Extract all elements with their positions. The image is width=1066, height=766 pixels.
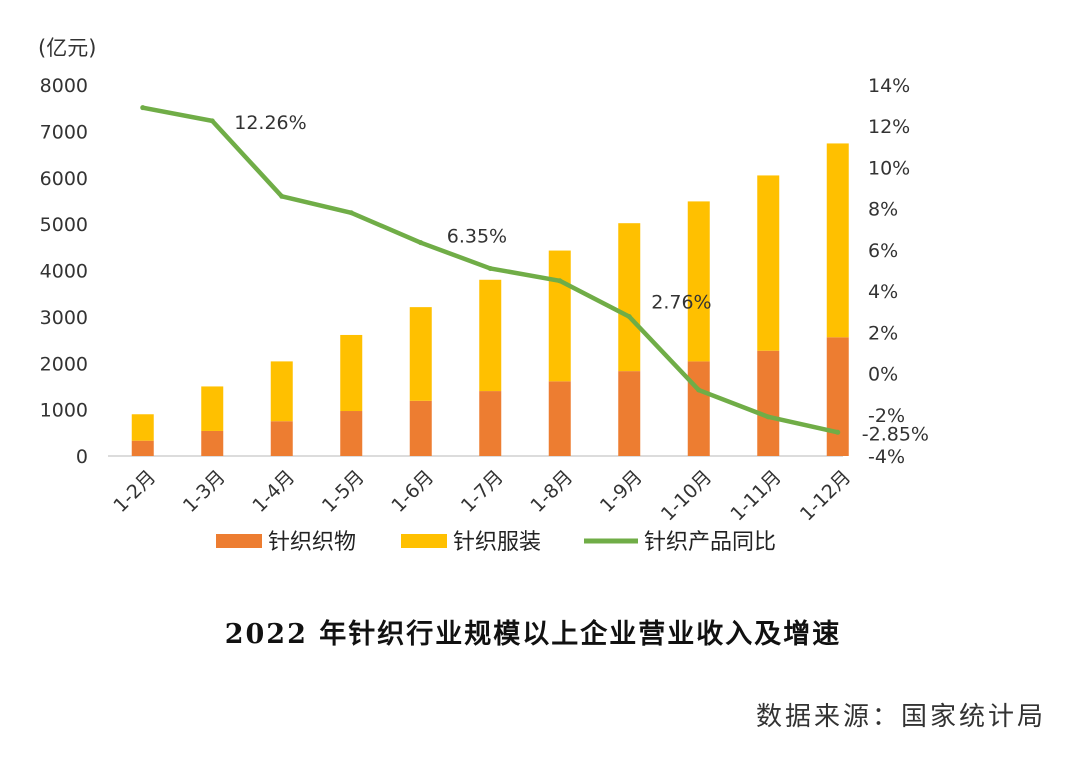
- y-axis-right-ticks: -4% -2% 0% 2% 4% 6% 8% 10% 12% 14%: [868, 75, 910, 468]
- y-tick-label: 7000: [40, 121, 88, 143]
- y2-tick-label: -2%: [868, 405, 905, 427]
- y-axis-unit-label: (亿元): [38, 36, 96, 60]
- y2-tick-label: 12%: [868, 116, 910, 138]
- y2-tick-label: 0%: [868, 364, 898, 386]
- bar-knitted-fabric: [548, 381, 571, 456]
- bar-knitted-fabric: [201, 430, 224, 456]
- x-tick-label: 1-5月: [318, 466, 369, 517]
- x-tick-label: 1-12月: [796, 466, 855, 525]
- x-axis-ticks: 1-2月 1-3月 1-4月 1-5月 1-6月 1-7月 1-8月 1-9月 1-10月 1-1…: [109, 466, 855, 525]
- y2-tick-label: 14%: [868, 75, 910, 97]
- y2-tick-label: 10%: [868, 157, 910, 179]
- bar-knitted-apparel: [270, 361, 293, 422]
- y2-tick-label: 8%: [868, 199, 898, 221]
- legend-swatch: [216, 534, 262, 548]
- bar-knitted-fabric: [479, 391, 502, 456]
- x-tick-label: 1-2月: [109, 466, 160, 517]
- x-tick-label: 1-8月: [526, 466, 577, 517]
- bar-knitted-fabric: [270, 421, 293, 456]
- bar-knitted-apparel: [131, 414, 154, 441]
- growth-point: [279, 193, 285, 199]
- chart-caption-title: 2022 年针织行业规模以上企业营业收入及增速: [224, 619, 842, 650]
- x-tick-label: 1-6月: [387, 466, 438, 517]
- bar-knitted-apparel: [757, 175, 780, 351]
- x-tick-label: 1-4月: [248, 466, 299, 517]
- x-tick-label: 1-10月: [657, 466, 716, 525]
- legend-label: 针织产品同比: [644, 530, 776, 555]
- data-label: 12.26%: [234, 112, 306, 134]
- legend-label: 针织服装: [453, 530, 541, 555]
- y-tick-label: 6000: [40, 168, 88, 190]
- data-source-note: 数据来源：国家统计局: [755, 702, 1046, 732]
- y2-tick-label: -4%: [868, 446, 905, 468]
- bar-knitted-fabric: [131, 440, 154, 456]
- y2-tick-label: 2%: [868, 322, 898, 344]
- growth-point: [140, 105, 146, 111]
- growth-point: [348, 210, 354, 216]
- growth-point: [626, 314, 632, 320]
- bar-knitted-apparel: [618, 223, 641, 372]
- bar-knitted-fabric: [340, 411, 363, 456]
- legend-swatch: [401, 534, 447, 548]
- y-tick-label: 4000: [40, 261, 88, 283]
- growth-line-layer: [140, 105, 841, 435]
- data-label: 6.35%: [447, 226, 507, 248]
- x-tick-label: 1-11月: [726, 466, 785, 525]
- x-tick-label: 1-7月: [457, 466, 508, 517]
- bar-knitted-fabric: [409, 400, 432, 456]
- x-tick-label: 1-3月: [179, 466, 230, 517]
- bar-knitted-apparel: [201, 386, 224, 431]
- legend: 针织织物 针织服装 针织产品同比: [216, 530, 776, 555]
- legend-label: 针织织物: [268, 530, 356, 555]
- bar-knitted-apparel: [409, 307, 432, 401]
- growth-point: [835, 429, 841, 435]
- data-label: -2.85%: [862, 423, 929, 445]
- y2-tick-label: 6%: [868, 240, 898, 262]
- growth-point: [765, 414, 771, 420]
- y2-tick-label: 4%: [868, 281, 898, 303]
- y-tick-label: 1000: [40, 400, 88, 422]
- bar-knitted-fabric: [757, 350, 780, 456]
- bar-knitted-fabric: [618, 371, 641, 456]
- bars-group: [131, 143, 849, 456]
- bar-knitted-apparel: [340, 334, 363, 412]
- growth-point: [209, 118, 215, 124]
- data-label: 2.76%: [651, 292, 711, 314]
- data-annotations: 12.26% 6.35% 2.76% -2.85%: [234, 112, 929, 445]
- y-tick-label: 8000: [40, 75, 88, 97]
- bar-knitted-apparel: [687, 201, 710, 362]
- bar-knitted-apparel: [826, 143, 849, 338]
- bar-knitted-fabric: [826, 337, 849, 456]
- growth-point: [696, 387, 702, 393]
- y-tick-label: 5000: [40, 214, 88, 236]
- y-tick-label: 2000: [40, 353, 88, 375]
- y-tick-label: 0: [76, 446, 88, 468]
- growth-point: [557, 278, 563, 284]
- x-tick-label: 1-9月: [596, 466, 647, 517]
- chart: (亿元) 0 1000 2000 3000 4000 5000 6000 7000 8000 -…: [38, 36, 929, 555]
- bar-knitted-apparel: [548, 250, 571, 382]
- bar-knitted-apparel: [479, 279, 502, 392]
- growth-point: [487, 265, 493, 271]
- y-axis-left-ticks: 0 1000 2000 3000 4000 5000 6000 7000 8000: [40, 75, 88, 468]
- growth-point: [418, 240, 424, 246]
- bar-knitted-fabric: [687, 361, 710, 456]
- y-tick-label: 3000: [40, 307, 88, 329]
